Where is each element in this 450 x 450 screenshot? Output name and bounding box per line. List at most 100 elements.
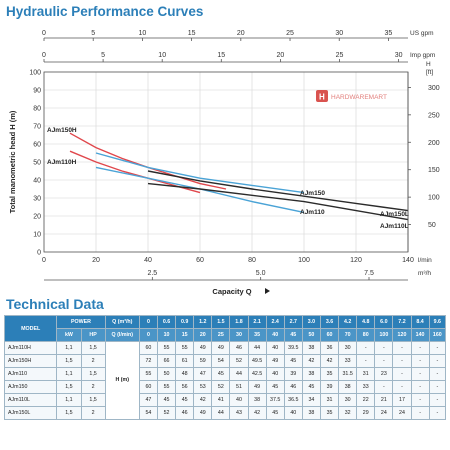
cell-h-value: 42.5 (247, 367, 267, 381)
cell-h-value: 66 (156, 354, 177, 368)
cell-h-value: 40 (265, 367, 285, 381)
cell-h-value: - (428, 406, 447, 420)
th-q-m3h-value: 2.1 (247, 315, 267, 329)
th-q-m3h-value: 4.8 (356, 315, 376, 329)
cell-h-value: 38 (301, 406, 321, 420)
cell-h-value: 49 (247, 380, 267, 394)
cell-h-value: 55 (175, 341, 195, 355)
cell-h-value: 31 (319, 393, 340, 407)
cell-h-value: 44 (229, 367, 249, 381)
tech-data-table: MODEL POWER Q (m³/h) 0 0.6 0.9 1.2 1.5 1.8 2.1 2.4… (3, 315, 447, 420)
cell-h-value: 52 (211, 380, 231, 394)
ft-tick-label: 100 (428, 195, 440, 202)
plot-series: AJm150H AJm110H AJm150 AJm110 AJm150L AJm110L (47, 127, 409, 230)
cell-model: AJm150H (3, 354, 58, 368)
cell-model: AJm110H (3, 341, 58, 355)
impgpm-tick-label: 20 (276, 52, 284, 59)
cell-h-value: 52 (229, 354, 249, 368)
th-q-m3h-value: 4.2 (338, 315, 358, 329)
th-q-m3h-value: 7.2 (392, 315, 412, 329)
th-model: MODEL (3, 315, 58, 342)
cell-h-value: 22 (356, 393, 376, 407)
cell-h-value: - (410, 367, 430, 381)
table-row: AJm150L 1,5 2 54 52 46 49 44 43 42 45 40 38 35 32 29 24 2… (3, 406, 447, 420)
ft-unit-label-bottom: [ft] (426, 69, 433, 76)
cell-h-value: 72 (138, 354, 159, 368)
cell-h-value: - (392, 367, 412, 381)
usgpm-tick-label: 35 (385, 30, 393, 37)
cell-hp: 2 (80, 406, 106, 420)
watermark-text: HARDWAREMART (331, 94, 387, 101)
cell-h-value: 44 (247, 341, 267, 355)
cell-h-value: 34 (301, 393, 321, 407)
cell-h-value: 35 (319, 406, 340, 420)
usgpm-tick-label: 0 (42, 30, 46, 37)
series-label-ajm110: AJm110 (300, 209, 325, 216)
ft-tick-label: 150 (428, 167, 440, 174)
cell-h-value: 38 (301, 367, 321, 381)
impgpm-unit-label: Imp gpm (410, 52, 435, 59)
cell-h-value: 59 (193, 354, 213, 368)
usgpm-tick-label: 15 (188, 30, 196, 37)
cell-h-value: 31.5 (338, 367, 358, 381)
th-q-lmin-value: 100 (374, 328, 394, 342)
th-q-m3h-value: 1.8 (229, 315, 249, 329)
cell-h-value: 24 (392, 406, 412, 420)
table-row: AJm150 1,5 2 60 55 56 53 52 51 49 45 46 45 39 38 33- - - - (3, 380, 447, 394)
y-tick-label: 50 (33, 160, 41, 167)
cell-h-value: 35 (319, 367, 340, 381)
cell-kw: 1,5 (56, 406, 82, 420)
m3h-unit-label: m³/h (418, 270, 431, 277)
cell-model: AJm110L (3, 393, 58, 407)
x-tick-label: 20 (92, 257, 100, 264)
watermark: H HARDWAREMART (316, 90, 387, 102)
axes-labels: 0 10 20 30 40 50 60 70 80 90 100 Total manometric h… (8, 61, 440, 296)
cell-h-value: 37.5 (265, 393, 285, 407)
y-tick-label: 100 (29, 70, 41, 77)
th-q-lmin-value: 50 (301, 328, 321, 342)
cell-h-value: 48 (175, 367, 195, 381)
cell-h-value: 46 (229, 341, 249, 355)
cell-h-value: 42 (193, 393, 213, 407)
usgpm-tick-label: 10 (139, 30, 147, 37)
cell-h-value: 45 (156, 393, 177, 407)
th-q-lmin-value: 30 (229, 328, 249, 342)
y-tick-label: 0 (37, 250, 41, 257)
x-axis-arrow-icon (265, 288, 270, 294)
cell-h-value: 46 (175, 406, 195, 420)
impgpm-tick-label: 30 (395, 52, 403, 59)
th-kw: kW (56, 328, 82, 342)
m3h-tick-label: 5.0 (256, 270, 266, 277)
plot-grid (43, 71, 409, 253)
th-q-lmin-value: 80 (356, 328, 376, 342)
cell-h-value: - (410, 341, 430, 355)
cell-model: AJm110 (3, 367, 58, 381)
cell-h-value: 47 (193, 367, 213, 381)
th-q-lmin-value: 0 (138, 328, 159, 342)
y-tick-label: 20 (33, 214, 41, 221)
th-q-m3h-value: 1.5 (211, 315, 231, 329)
x-tick-label: 40 (144, 257, 152, 264)
series-label-ajm150h: AJm150H (47, 127, 77, 134)
th-q-lmin-value: 15 (175, 328, 195, 342)
th-q-m3h-value: 0 (138, 315, 159, 329)
cell-h-value: 49 (211, 341, 231, 355)
th-q-m3h-value: 3.0 (301, 315, 321, 329)
impgpm-tick-label: 15 (217, 52, 225, 59)
cell-h-value: 40 (283, 406, 303, 420)
th-q-m3h-value: 8.4 (410, 315, 430, 329)
th-q-lmin-value: 40 (265, 328, 285, 342)
cell-h-value: 60 (138, 341, 159, 355)
cell-h-value: 41 (211, 393, 231, 407)
cell-h-value: - (374, 354, 394, 368)
cell-h-value: - (410, 406, 430, 420)
cell-h-value: 55 (156, 341, 177, 355)
th-q-lmin-value: 10 (156, 328, 177, 342)
cell-h-value: - (356, 341, 376, 355)
series-line-ajm110l (147, 182, 409, 221)
cell-hp: 2 (80, 354, 106, 368)
cell-h-value: - (410, 393, 430, 407)
cell-h-value: 45 (265, 380, 285, 394)
cell-h-value: 38 (247, 393, 267, 407)
y-axis-label: Total manometric head H (m) (8, 110, 17, 213)
